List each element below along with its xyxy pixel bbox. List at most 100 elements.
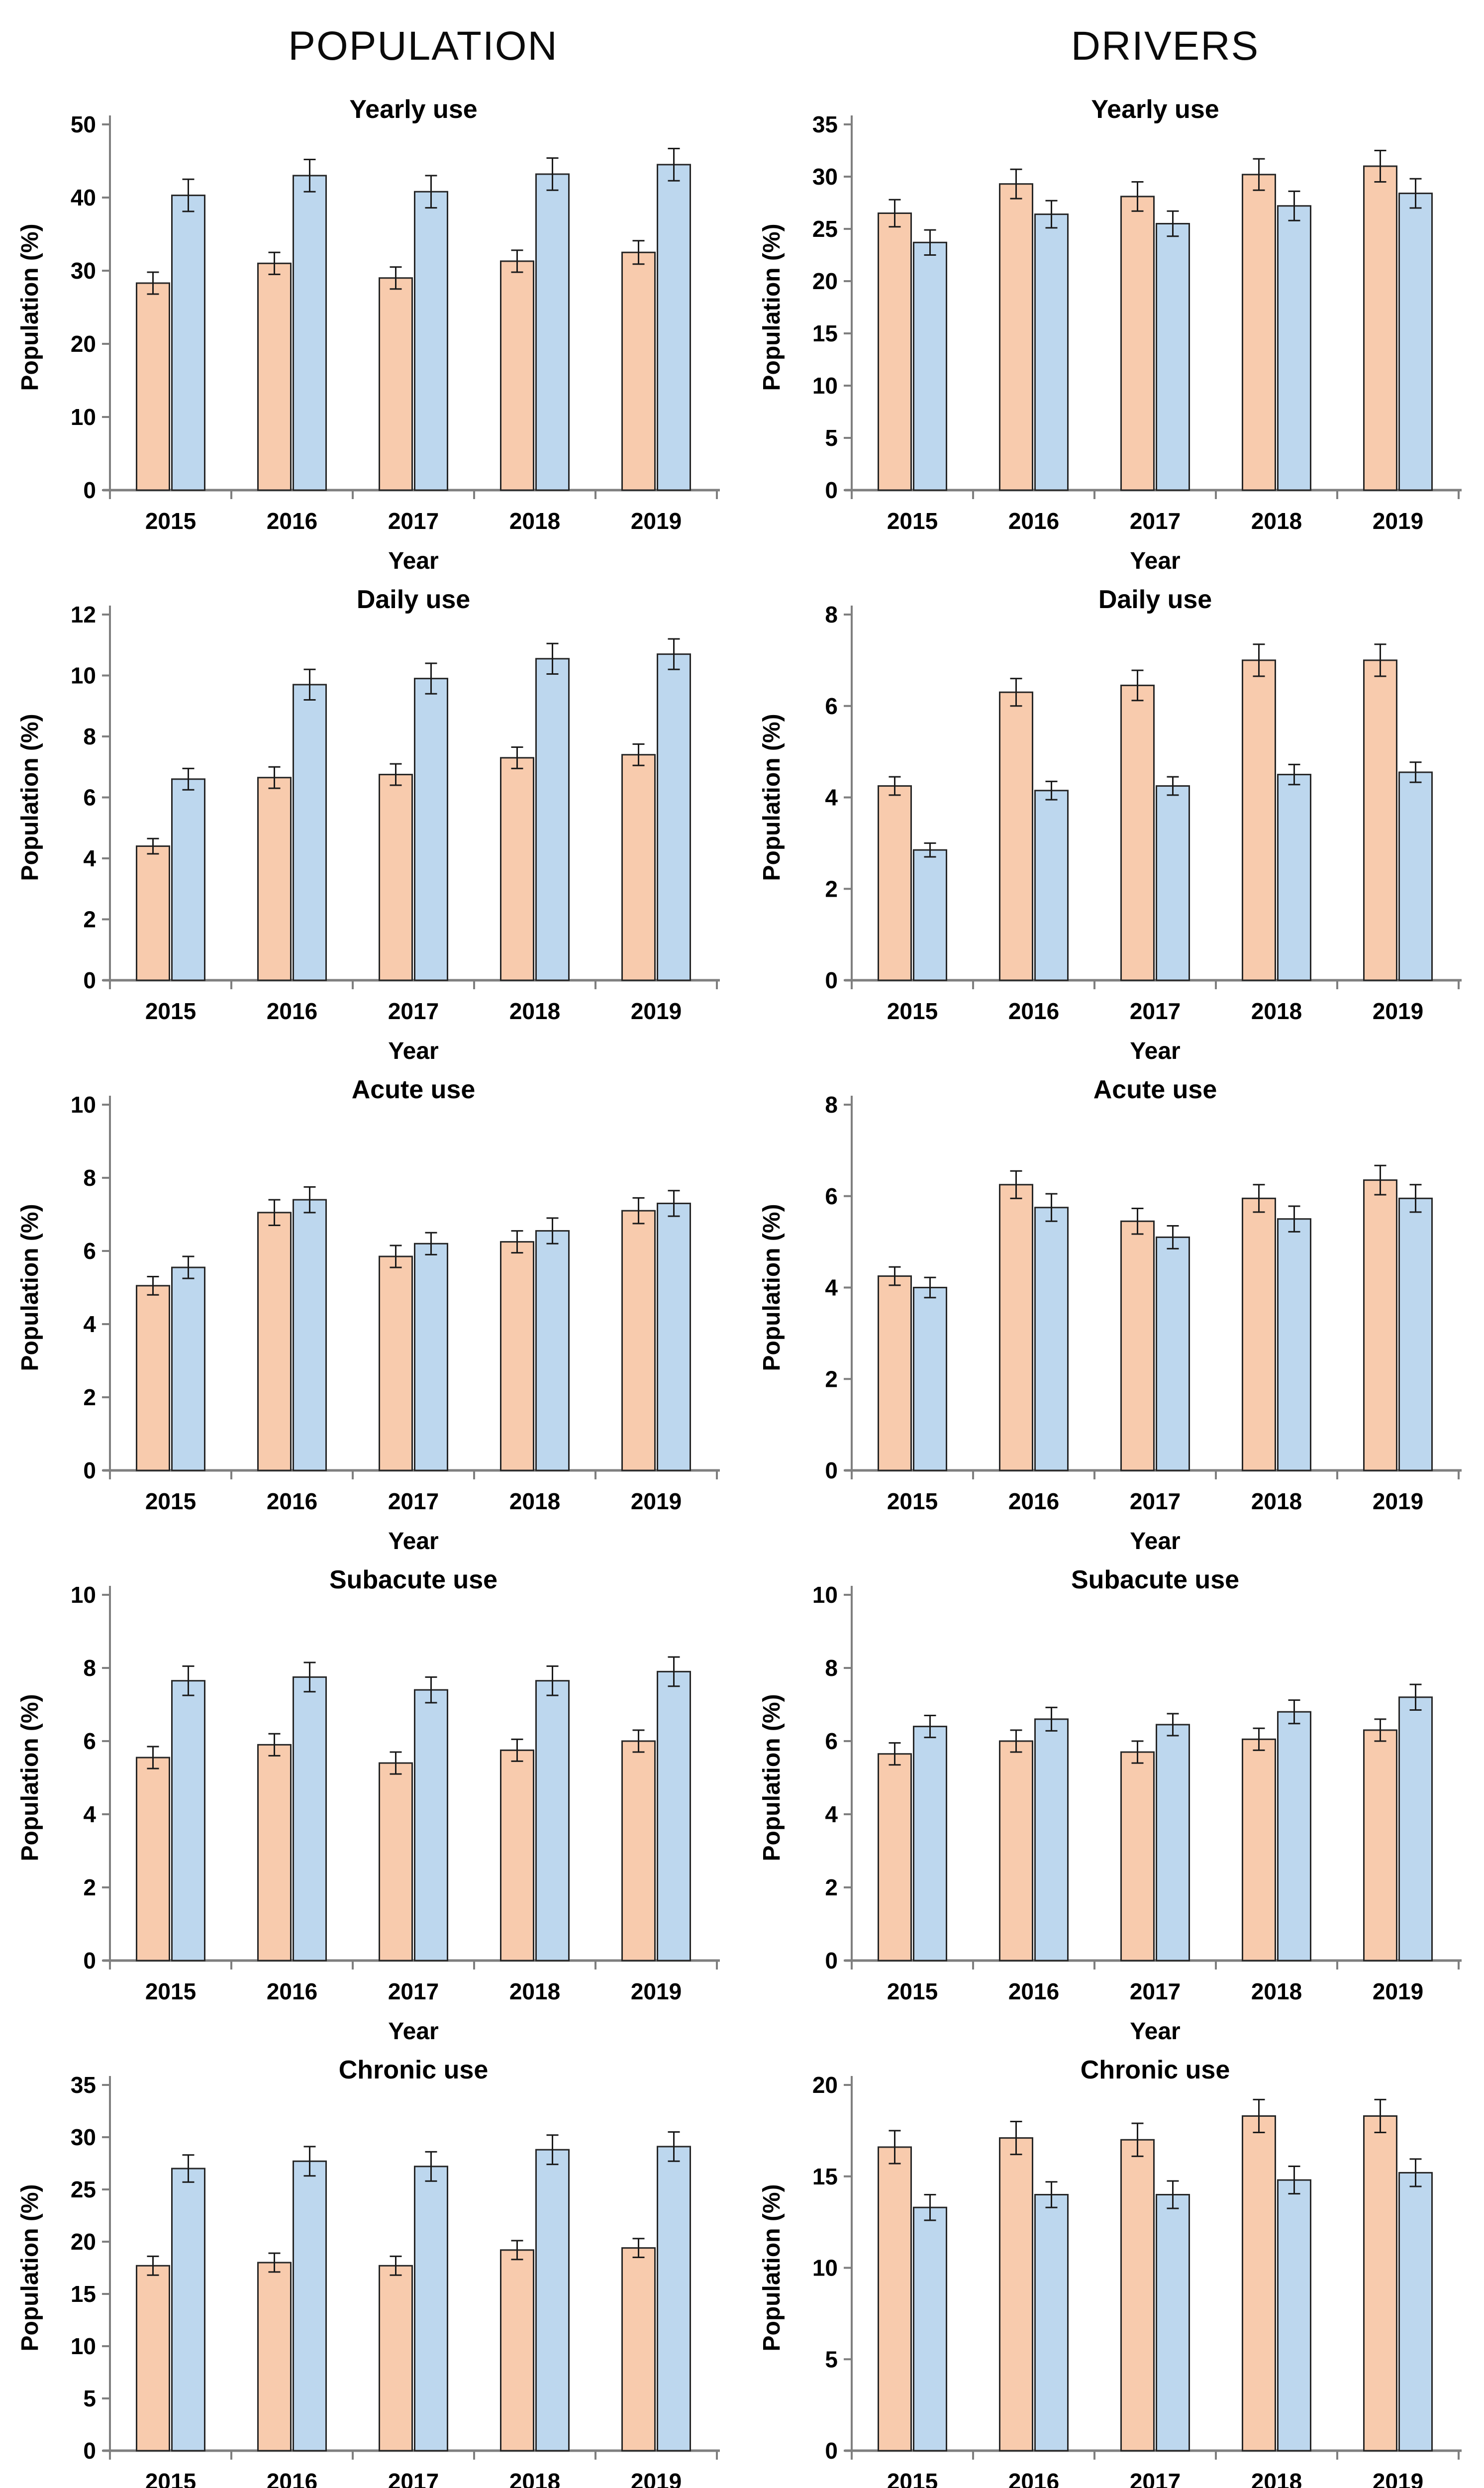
bar-male-2016	[999, 2137, 1033, 2452]
bar-female-2017	[1156, 2194, 1190, 2452]
bar-male-2019	[621, 251, 656, 491]
bar-female-2019	[1398, 771, 1433, 981]
x-tick-label-2016: 2016	[266, 508, 317, 534]
x-tick-label-2015: 2015	[145, 1488, 196, 1514]
error-bar-male-2015	[147, 2255, 159, 2276]
error-bar-male-2015	[147, 271, 159, 295]
chart-title: Daily use	[356, 585, 470, 614]
bar-male-2015	[135, 2265, 170, 2452]
x-tick-label-2016: 2016	[1008, 1978, 1059, 2004]
bar-female-2015	[913, 2206, 947, 2452]
error-bar-female-2016	[1045, 200, 1058, 229]
bar-male-2015	[135, 282, 170, 491]
y-tick-label-5: 5	[83, 2385, 96, 2411]
chart-title: Yearly use	[1091, 95, 1219, 124]
y-tick-label-6: 6	[825, 1728, 838, 1754]
bar-male-2016	[257, 1744, 292, 1962]
chart-cell-drivers-chronic-use: Chronic use0510152020152016201720182019Y…	[742, 2053, 1484, 2488]
error-bar-female-2015	[182, 2154, 194, 2183]
error-bar-male-2018	[1253, 1184, 1265, 1213]
bar-female-2019	[656, 1670, 691, 1962]
error-bar-female-2015	[924, 842, 936, 858]
error-bar-male-2018	[1253, 158, 1265, 191]
bar-male-2018	[1242, 659, 1276, 981]
y-axis-label: Population (%)	[759, 1694, 785, 1862]
x-tick-label-2016: 2016	[266, 1978, 317, 2004]
x-tick-label-2019: 2019	[1373, 998, 1423, 1024]
bar-male-2015	[135, 1285, 170, 1471]
x-axis-label: Year	[388, 548, 438, 574]
y-axis-label: Population (%)	[759, 1204, 785, 1371]
bar-male-2016	[999, 691, 1033, 981]
error-bar-male-2015	[147, 837, 159, 855]
x-tick-label-2019: 2019	[1373, 2469, 1423, 2488]
bar-male-2018	[1242, 1197, 1276, 1471]
bar-female-2019	[1398, 1696, 1433, 1962]
x-tick-label-2016: 2016	[1008, 508, 1059, 534]
x-tick-label-2017: 2017	[388, 998, 438, 1024]
error-bar-male-2015	[889, 776, 901, 796]
bar-female-2017	[413, 191, 448, 491]
error-bar-male-2016	[268, 766, 280, 789]
x-tick-label-2015: 2015	[887, 998, 938, 1024]
chart-cell-population-daily-use: Daily use 0 2 4 6 8 10 12 2015 2016 2017 2018 2019 Ye…	[0, 582, 742, 1072]
chart-title: Yearly use	[349, 95, 477, 124]
y-tick-label-4: 4	[83, 845, 96, 871]
error-bar-female-2015	[182, 1255, 194, 1279]
bar-male-2015	[135, 845, 170, 981]
y-tick-label-10: 10	[70, 404, 96, 430]
error-bar-female-2016	[1045, 1193, 1058, 1222]
x-axis-label: Year	[1130, 2018, 1180, 2045]
y-tick-label-30: 30	[812, 164, 838, 190]
x-tick-label-2016: 2016	[1008, 1488, 1059, 1514]
error-bar-female-2018	[546, 642, 558, 675]
y-axis-label: Population (%)	[759, 714, 785, 881]
bar-female-2017	[1156, 1724, 1190, 1962]
y-tick-label-2: 2	[825, 876, 838, 902]
bar-female-2016	[1034, 1718, 1069, 1962]
y-tick-label-10: 10	[70, 1092, 96, 1118]
bar-female-2016	[292, 1676, 327, 1962]
chart-drivers-acute-use: Acute use 0 2 4 6 8 2015 2016 2017 2018 2019 Year Po…	[759, 1075, 1462, 1555]
y-tick-label-6: 6	[83, 1728, 96, 1754]
x-tick-label-2015: 2015	[145, 508, 196, 534]
error-bar-male-2018	[511, 1230, 523, 1254]
error-bar-female-2019	[1409, 2158, 1422, 2187]
x-tick-label-2017: 2017	[388, 1978, 438, 2004]
chart-drivers-subacute-use: Subacute use 0 2 4 6 8 10 2015 2016 2017 2018 2019 Y…	[759, 1565, 1462, 2045]
error-bar-female-2017	[1167, 776, 1179, 796]
bar-male-2017	[378, 1255, 413, 1471]
error-bar-male-2019	[1374, 1164, 1386, 1196]
x-tick-label-2019: 2019	[1373, 508, 1423, 534]
bar-male-2019	[1363, 165, 1397, 491]
bar-female-2018	[535, 1680, 570, 1962]
error-bar-female-2016	[1045, 780, 1058, 801]
error-bar-female-2015	[182, 1665, 194, 1696]
y-tick-label-25: 25	[70, 2177, 96, 2202]
bar-female-2018	[1277, 1218, 1311, 1471]
chart-cell-population-chronic-use: Chronic use 0 5 10 15 20 25 30 35 2015 2016 2017 201…	[0, 2053, 742, 2488]
y-tick-label-6: 6	[825, 693, 838, 719]
error-bar-female-2017	[1167, 1225, 1179, 1249]
bar-female-2019	[1398, 1197, 1433, 1471]
bar-female-2016	[292, 1199, 327, 1471]
error-bar-male-2016	[1010, 678, 1022, 707]
bar-female-2016	[292, 175, 327, 491]
y-tick-label-10: 10	[70, 1582, 96, 1608]
bar-female-2018	[1277, 205, 1311, 491]
bar-female-2017	[1156, 785, 1190, 981]
bar-female-2017	[413, 1243, 448, 1471]
y-tick-label-20: 20	[812, 268, 838, 294]
error-bar-male-2017	[1131, 181, 1144, 212]
column-header-drivers: DRIVERS	[1071, 23, 1260, 69]
error-bar-female-2017	[425, 2151, 437, 2182]
bar-female-2017	[1156, 223, 1190, 491]
error-bar-male-2018	[511, 746, 523, 769]
y-tick-label-10: 10	[812, 1582, 838, 1608]
error-bar-female-2017	[425, 175, 437, 209]
y-tick-label-2: 2	[825, 1874, 838, 1900]
error-bar-male-2017	[390, 763, 401, 786]
x-tick-label-2018: 2018	[509, 2469, 560, 2488]
x-tick-label-2018: 2018	[1251, 1978, 1302, 2004]
y-tick-label-5: 5	[825, 425, 838, 451]
